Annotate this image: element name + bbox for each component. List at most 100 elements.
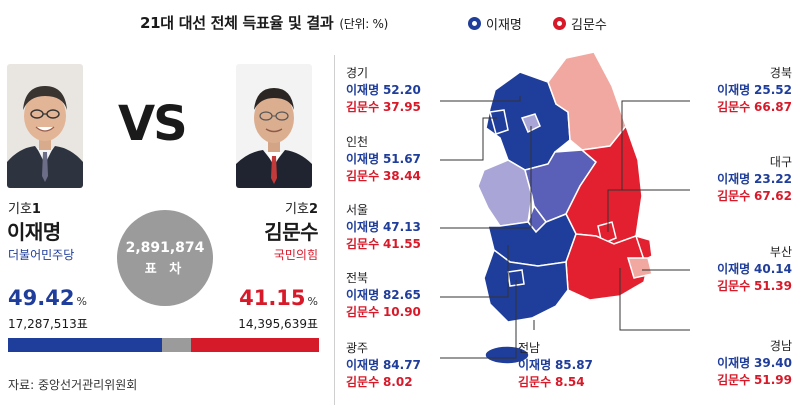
lee-symbol-number: 1: [31, 202, 41, 217]
region-kim-label: 김문수: [346, 237, 380, 251]
region-name: 광주: [346, 341, 369, 355]
legend-label-kim: 김문수: [571, 18, 607, 33]
map-incheon: [489, 109, 509, 135]
region-kim-label: 김문수: [346, 305, 380, 319]
leader-gyeongbuk: [621, 100, 690, 190]
region-kim-value: 37.95: [382, 100, 421, 114]
vs-label: VS: [118, 96, 188, 152]
region-lee-label: 이재명: [717, 262, 751, 276]
lee-photo: [7, 64, 83, 188]
region-lee-label: 이재명: [518, 358, 552, 372]
map-jeju: [484, 345, 530, 365]
kim-name: 김문수: [264, 220, 318, 244]
region-gyeongbuk: 경북 이재명 25.52 김문수 66.87: [680, 65, 792, 116]
region-lee-label: 이재명: [717, 83, 751, 97]
lee-percent: 49.42%: [8, 286, 87, 310]
region-daegu: 대구 이재명 23.22 김문수 67.62: [680, 154, 792, 205]
region-lee-value: 84.77: [382, 358, 421, 372]
region-kim-label: 김문수: [518, 375, 552, 389]
title-text: 21대 대선 전체 득표율 및 결과: [140, 14, 334, 32]
vote-share-bar: [8, 338, 319, 352]
page-title: 21대 대선 전체 득표율 및 결과 (단위: %): [140, 12, 388, 33]
kim-symbol-prefix: 기호: [285, 202, 309, 217]
region-lee-value: 52.20: [382, 83, 421, 97]
region-gwangju: 광주 이재명 84.77 김문수 8.02: [346, 340, 421, 391]
legend-label-lee: 이재명: [486, 18, 522, 33]
leader-gyeongnam: [619, 268, 690, 331]
legend-item-lee: 이재명: [468, 14, 522, 33]
region-lee-value: 40.14: [754, 262, 792, 276]
region-kim-value: 10.90: [382, 305, 421, 319]
region-name: 대구: [769, 155, 792, 169]
region-lee-label: 이재명: [346, 358, 380, 372]
region-kim-value: 51.99: [754, 373, 792, 387]
lee-portrait-icon: [7, 64, 83, 188]
legend-item-kim: 김문수: [553, 14, 607, 33]
region-name: 서울: [346, 203, 369, 217]
region-lee-value: 47.13: [382, 220, 421, 234]
map-regions: [477, 51, 653, 365]
map-ulsan: [634, 234, 653, 262]
region-jeonbuk: 전북 이재명 82.65 김문수 10.90: [346, 270, 421, 321]
lee-percent-value: 49.42: [8, 286, 75, 310]
kim-percent-unit: %: [307, 295, 318, 308]
region-kim-label: 김문수: [717, 373, 751, 387]
vote-share-bar-kim: [191, 338, 319, 352]
lee-color-icon: [468, 17, 481, 30]
region-kim-value: 51.39: [754, 279, 792, 293]
region-jeonnam: 전남 이재명 85.87 김문수 8.54: [518, 340, 593, 391]
leader-seoul: [440, 126, 532, 229]
region-name: 경남: [769, 339, 792, 353]
region-kim-label: 김문수: [346, 375, 380, 389]
kim-symbol: 기호2: [240, 198, 318, 217]
kim-portrait-icon: [236, 64, 312, 188]
map-leader-lines: [440, 96, 690, 359]
map-chungnam: [477, 159, 533, 227]
region-kim-label: 김문수: [346, 100, 380, 114]
region-lee-label: 이재명: [346, 288, 380, 302]
kim-color-icon: [553, 17, 566, 30]
leader-incheon: [440, 117, 497, 161]
region-lee-value: 23.22: [754, 172, 792, 186]
lee-party: 더불어민주당: [8, 248, 75, 262]
region-busan: 부산 이재명 40.14 김문수 51.39: [680, 244, 792, 295]
kim-symbol-number: 2: [308, 202, 318, 217]
map-seoul: [520, 113, 541, 134]
region-name: 경북: [769, 66, 792, 80]
kim-votes: 14,395,639표: [238, 317, 318, 331]
region-kim-label: 김문수: [717, 100, 751, 114]
lee-percent-unit: %: [76, 295, 87, 308]
leader-jeonbuk: [440, 245, 509, 298]
kim-percent-value: 41.15: [239, 286, 306, 310]
region-lee-value: 82.65: [382, 288, 421, 302]
region-kim-value: 38.44: [382, 169, 421, 183]
region-kim-label: 김문수: [346, 169, 380, 183]
lee-symbol: 기호1: [8, 198, 41, 217]
map-gwangju: [507, 269, 525, 287]
divider: [334, 55, 335, 405]
region-lee-label: 이재명: [346, 220, 380, 234]
source-note: 자료: 중앙선거관리위원회: [8, 378, 138, 392]
region-kim-value: 8.02: [382, 375, 413, 389]
map-jeonnam: [483, 248, 569, 323]
vote-gap-label: 표 차: [144, 261, 186, 277]
region-name: 인천: [346, 135, 369, 149]
region-lee-label: 이재명: [717, 356, 751, 370]
region-kim-label: 김문수: [717, 189, 751, 203]
map-busan: [626, 257, 653, 279]
region-lee-label: 이재명: [346, 83, 380, 97]
region-name: 경기: [346, 66, 369, 80]
region-seoul: 서울 이재명 47.13 김문수 41.55: [346, 202, 421, 253]
lee-votes: 17,287,513표: [8, 317, 88, 331]
vote-share-bar-lee: [8, 338, 162, 352]
leader-daegu: [607, 189, 690, 232]
lee-name: 이재명: [7, 220, 61, 244]
region-name: 전북: [346, 271, 369, 285]
region-kim-value: 66.87: [754, 100, 792, 114]
region-kim-label: 김문수: [717, 279, 751, 293]
vote-gap-badge: 2,891,874 표 차: [117, 210, 213, 306]
region-name: 전남: [518, 341, 541, 355]
leader-gwangju: [440, 280, 517, 359]
region-kim-value: 41.55: [382, 237, 421, 251]
region-gyeongnam: 경남 이재명 39.40 김문수 51.99: [680, 338, 792, 389]
